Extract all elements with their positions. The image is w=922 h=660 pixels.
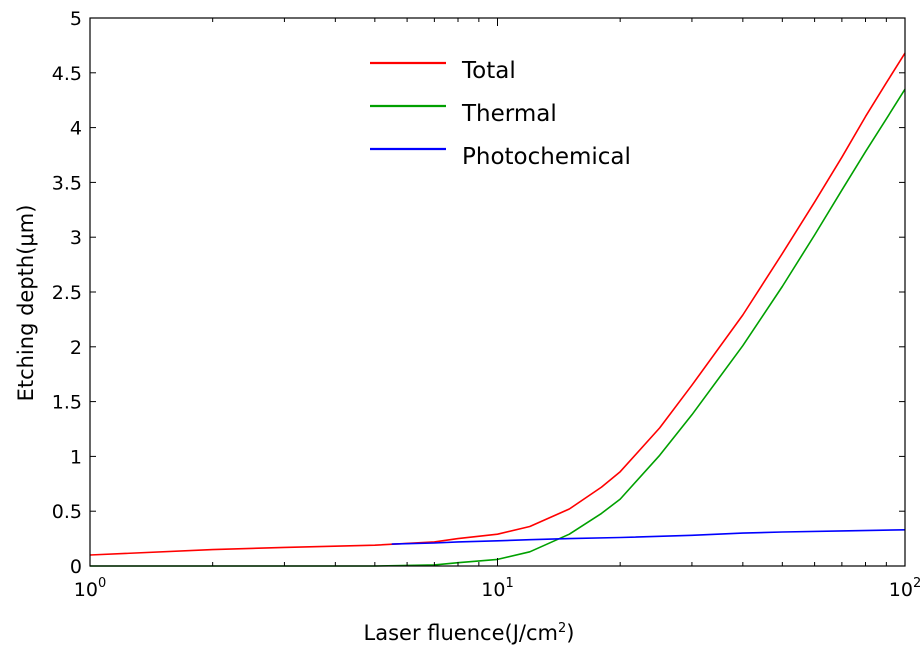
curves-layer [89,52,906,567]
x-axis-title-main: Laser fluence(J/cm [364,621,558,645]
legend-label-total: Total [461,58,516,84]
legend-label-thermal: Thermal [461,101,557,127]
y-tick-label: 3 [70,227,82,249]
y-tick-label: 2.5 [52,282,82,304]
x-axis-title-sup: 2 [558,621,566,636]
tick-marks [89,17,906,567]
y-tick-label: 3.5 [52,172,82,194]
y-tick-label: 0 [70,556,82,578]
x-axis-title-close: ) [566,621,574,645]
x-tick-label-base: 10 [889,579,913,601]
x-tick-label-exponent: 1 [505,576,513,591]
series-line-thermal [90,88,906,567]
x-tick-label-base: 10 [481,579,505,601]
series-line-total [89,52,906,556]
y-tick-label: 1 [70,446,82,468]
x-tick-label: 102 [889,576,921,601]
y-tick-label: 5 [70,8,82,30]
legend-label-photochemical: Photochemical [462,144,631,170]
x-tick-label: 101 [481,576,513,601]
y-tick-label: 4.5 [52,63,82,85]
x-tick-label-base: 10 [74,579,98,601]
legend: Total Thermal Photochemical [370,58,631,170]
x-tick-label-exponent: 0 [98,576,106,591]
y-axis-title: Etching depth(μm) [14,205,38,402]
y-tick-label: 4 [70,118,82,140]
x-tick-label: 100 [74,576,106,601]
y-tick-label: 1.5 [52,392,82,414]
x-tick-label-exponent: 2 [913,576,921,591]
x-axis-title: Laser fluence(J/cm2) [364,621,575,645]
y-tick-label: 0.5 [52,501,82,523]
series-line-photochemical [391,529,906,545]
y-tick-label: 2 [70,337,82,359]
